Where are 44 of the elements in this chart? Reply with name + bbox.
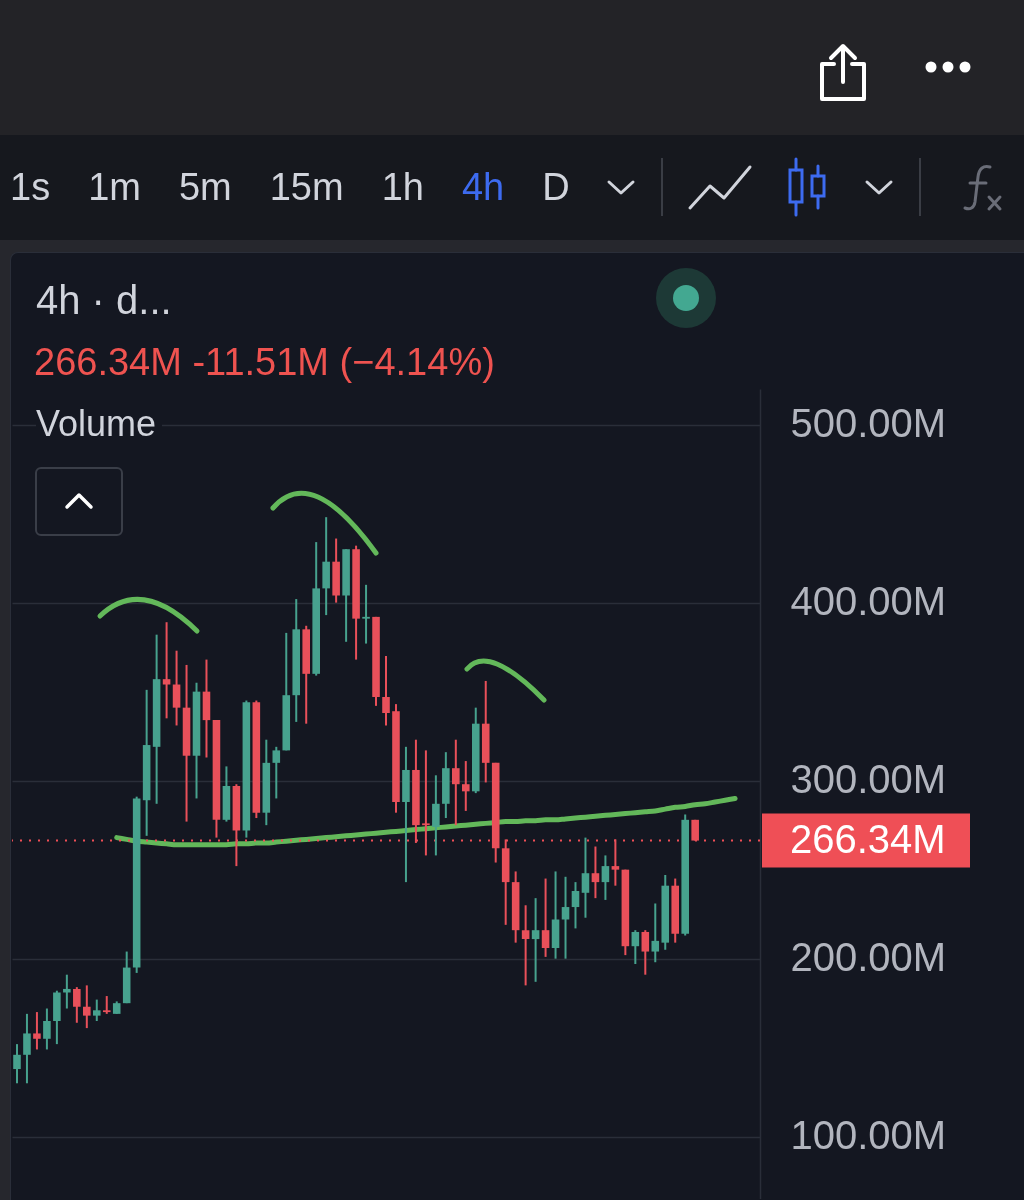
candlestick — [611, 838, 620, 887]
candlestick — [172, 649, 181, 727]
candlestick — [601, 854, 610, 901]
y-tick-label: 300.00M — [790, 757, 947, 802]
y-tick-label: 400.00M — [790, 579, 947, 624]
candlestick — [382, 655, 390, 727]
candlestick — [641, 929, 650, 976]
candlestick — [541, 877, 550, 958]
text: 1m — [88, 166, 141, 209]
candlestick — [581, 836, 590, 919]
ref-line-label: 266.34M — [790, 816, 946, 861]
text: 1h — [381, 166, 424, 209]
y-tick-label: 200.00M — [790, 935, 947, 980]
candlestick — [73, 986, 81, 1024]
chart-title: 4h · d... — [36, 278, 172, 322]
text: 1s — [10, 166, 51, 209]
text: 15m — [269, 166, 344, 209]
y-tick-label: 100.00M — [790, 1113, 947, 1158]
candlestick — [531, 897, 540, 983]
candlestick — [422, 749, 430, 857]
candlestick — [43, 1007, 51, 1051]
candlestick — [571, 881, 580, 930]
chart-subtitle: 266.34M -11.51M (−4.14%) — [34, 340, 495, 384]
candlestick — [362, 583, 370, 645]
candlestick — [651, 902, 660, 964]
candlestick — [92, 998, 101, 1022]
candlestick — [83, 984, 91, 1030]
candlestick — [432, 774, 440, 857]
candlestick — [521, 904, 530, 987]
candlestick — [33, 1011, 41, 1051]
candlestick — [462, 760, 470, 812]
y-tick-label: 500.00M — [790, 401, 947, 446]
candlestick — [23, 1012, 31, 1085]
candlestick — [631, 929, 640, 966]
text: 4h — [461, 166, 505, 209]
text: D — [542, 166, 570, 209]
candlestick — [13, 1043, 21, 1085]
annotation: Volume — [36, 402, 163, 446]
candlestick — [272, 745, 281, 800]
candlestick — [561, 875, 570, 960]
candlestick — [591, 845, 600, 900]
text: 5m — [178, 166, 232, 209]
candlestick — [452, 738, 460, 827]
candlestick — [162, 621, 171, 720]
